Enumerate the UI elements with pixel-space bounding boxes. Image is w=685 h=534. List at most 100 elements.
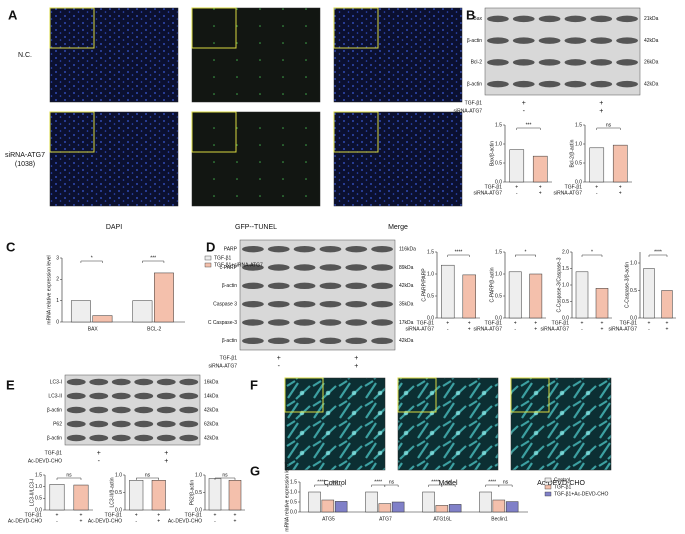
blot-band bbox=[538, 59, 561, 66]
y-axis-label: C-PARP/β-actin bbox=[489, 267, 495, 302]
treatment-name: siRNA-ATG7 bbox=[208, 363, 237, 369]
bar bbox=[378, 503, 392, 513]
band-size: 14kDa bbox=[204, 393, 219, 399]
blot-band bbox=[319, 245, 342, 253]
y-axis-label: P62/β-actin bbox=[189, 480, 195, 506]
treatment-sign: - bbox=[135, 518, 137, 524]
y-tick-label: 1.0 bbox=[195, 472, 202, 478]
band-label: c-PARP bbox=[220, 265, 238, 271]
y-tick-label: 2 bbox=[56, 277, 59, 283]
legend-label: TGF-β1+siRNA-ATG7 bbox=[214, 262, 263, 268]
inset-frame bbox=[333, 7, 379, 49]
treatment-sign: + bbox=[619, 184, 622, 190]
bar bbox=[643, 268, 655, 319]
blot-band bbox=[134, 406, 154, 414]
bar bbox=[492, 499, 506, 513]
treatment-name: siRNA-ATG7 bbox=[453, 108, 482, 114]
y-axis-label: LC3-II/LC3-I bbox=[29, 479, 35, 506]
blot-band bbox=[616, 15, 638, 23]
blot-band bbox=[538, 37, 561, 44]
treatment-sign: - bbox=[98, 458, 101, 465]
bar bbox=[661, 290, 673, 319]
treatment-name: TGF-β1 bbox=[620, 320, 638, 326]
blot-band bbox=[267, 337, 290, 345]
y-tick-label: 0.0 bbox=[195, 507, 202, 513]
treatment-name: TGF-β1 bbox=[25, 512, 43, 518]
y-tick-label: 1.5 bbox=[495, 249, 502, 255]
y-tick-label: 0.0 bbox=[115, 507, 122, 513]
blot-band bbox=[345, 300, 368, 308]
band-size: 42kDa bbox=[399, 338, 414, 344]
panel-label: G bbox=[250, 463, 260, 478]
y-tick-label: 3 bbox=[56, 255, 59, 261]
treatment-sign: + bbox=[601, 326, 604, 332]
blot-band bbox=[179, 392, 199, 400]
micrograph bbox=[397, 377, 499, 471]
y-tick-label: 0.0 bbox=[630, 315, 637, 321]
sig-bracket bbox=[441, 484, 456, 487]
treatment-name: TGF-β1 bbox=[552, 320, 570, 326]
y-tick-label: 0.5 bbox=[495, 160, 502, 166]
bar bbox=[435, 505, 449, 513]
treatment-sign: + bbox=[97, 450, 101, 457]
band-label: Bax bbox=[473, 16, 482, 22]
blot-band bbox=[319, 337, 342, 345]
blot-band bbox=[156, 406, 176, 414]
blot-band bbox=[512, 59, 535, 66]
column-label: Merge bbox=[388, 224, 408, 231]
significance: ns bbox=[503, 479, 509, 485]
sig-bracket bbox=[327, 484, 342, 487]
inset-frame bbox=[191, 111, 237, 153]
y-axis-label: C-PARP/PARP bbox=[421, 268, 427, 302]
panel-label: D bbox=[206, 239, 215, 254]
bar bbox=[132, 300, 153, 323]
treatment-name: TGF-β1 bbox=[105, 512, 123, 518]
blot-band bbox=[616, 80, 638, 88]
significance: ns bbox=[389, 479, 395, 485]
y-tick-label: 0.5 bbox=[427, 293, 434, 299]
sig-bracket bbox=[214, 477, 236, 480]
blot-band bbox=[267, 282, 290, 290]
treatment-sign: + bbox=[214, 512, 217, 518]
y-axis-label: C-Caspase-3/β-actin bbox=[624, 262, 630, 308]
blot-band bbox=[371, 300, 393, 308]
blot-band bbox=[134, 392, 154, 400]
y-tick-label: 0.5 bbox=[115, 490, 122, 496]
inset-frame bbox=[284, 377, 324, 413]
bar bbox=[575, 271, 589, 319]
blot-band bbox=[293, 282, 316, 290]
significance: ns bbox=[332, 479, 338, 485]
treatment-sign: + bbox=[135, 512, 138, 518]
y-axis-label: Bcl-2/β-actin bbox=[569, 139, 575, 167]
blot-band bbox=[293, 264, 316, 271]
inset-frame bbox=[397, 377, 437, 413]
treatment-sign: - bbox=[523, 108, 526, 115]
blot-band bbox=[242, 300, 264, 308]
treatment-sign: + bbox=[157, 518, 160, 524]
panel-label: B bbox=[466, 7, 475, 22]
blot-band bbox=[319, 300, 342, 308]
blot-band bbox=[89, 434, 109, 442]
treatment-sign: + bbox=[354, 363, 358, 370]
legend-label: Control bbox=[554, 477, 570, 483]
bar bbox=[529, 273, 543, 319]
y-axis-label: mRNA relative expression level bbox=[46, 255, 52, 324]
significance: ns bbox=[446, 479, 452, 485]
sig-bracket bbox=[516, 127, 541, 130]
blot-band bbox=[66, 392, 86, 400]
treatment-sign: + bbox=[522, 100, 526, 107]
sig-bracket bbox=[581, 254, 603, 257]
panel-label: F bbox=[250, 377, 258, 392]
treatment-name: siRNA-ATG7 bbox=[405, 326, 434, 332]
y-tick-label: 0.5 bbox=[562, 299, 569, 305]
y-axis-label: C-Caspase-3/Caspase-3 bbox=[556, 257, 562, 312]
band-label: Caspase 3 bbox=[213, 301, 237, 307]
band-label: LC3-I bbox=[50, 379, 62, 385]
blot-band bbox=[538, 15, 561, 23]
band-label: β-actin bbox=[467, 38, 482, 44]
sig-bracket bbox=[56, 477, 82, 480]
legend-swatch bbox=[544, 491, 552, 497]
sig-bracket bbox=[447, 254, 470, 257]
blot-band bbox=[512, 37, 535, 44]
sig-bracket bbox=[498, 484, 513, 487]
